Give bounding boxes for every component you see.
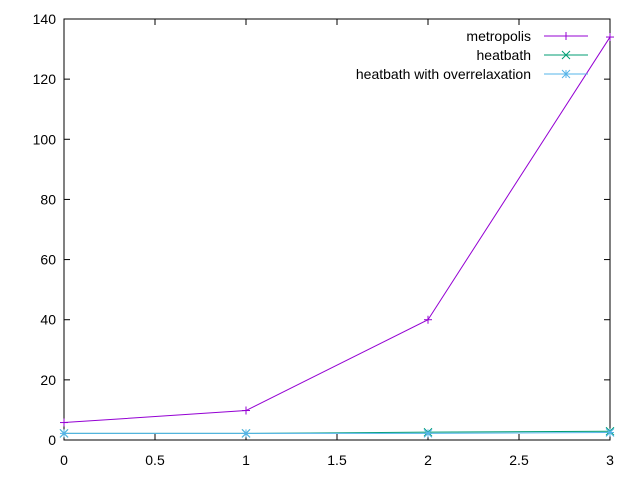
legend-marker [561, 50, 571, 60]
x-tick-label: 2 [424, 452, 432, 468]
series-line [64, 431, 611, 434]
legend: metropolis heatbath heatbath with overrela… [356, 28, 588, 82]
y-tick-label: 20 [40, 372, 56, 388]
legend-marker [561, 69, 571, 79]
legend-entry: metropolis [466, 28, 588, 44]
y-tick-label: 60 [40, 252, 56, 268]
legend-label: heatbath with overrelaxation [356, 66, 531, 82]
legend-label: metropolis [466, 28, 531, 44]
axis-ticks: 0 20 40 60 80 100 120 140 0 0.5 1 1.5 2 2.5 3 [33, 11, 614, 468]
y-tick-label: 100 [33, 131, 57, 147]
x-tick-label: 1.5 [327, 452, 347, 468]
y-tick-label: 40 [40, 312, 56, 328]
x-tick-label: 2.5 [509, 452, 529, 468]
y-tick-label: 80 [40, 191, 56, 207]
data-point-marker [605, 428, 615, 437]
x-tick-label: 0.5 [145, 452, 165, 468]
series-0 [60, 33, 614, 427]
data-point-marker [241, 429, 251, 438]
series-lines [59, 33, 615, 438]
x-tick-label: 1 [242, 452, 250, 468]
plot-frame [63, 18, 611, 441]
data-point-marker [423, 429, 433, 438]
series-line [63, 36, 611, 424]
legend-label: heatbath [477, 47, 532, 63]
y-tick-label: 140 [33, 11, 57, 27]
data-point-marker [59, 429, 69, 438]
legend-entry: heatbath [477, 47, 588, 63]
y-tick-label: 120 [33, 71, 57, 87]
x-tick-label: 3 [606, 452, 614, 468]
x-tick-label: 0 [60, 452, 68, 468]
y-tick-label: 0 [48, 432, 56, 448]
legend-entry: heatbath with overrelaxation [356, 66, 588, 82]
series-2 [59, 428, 615, 438]
